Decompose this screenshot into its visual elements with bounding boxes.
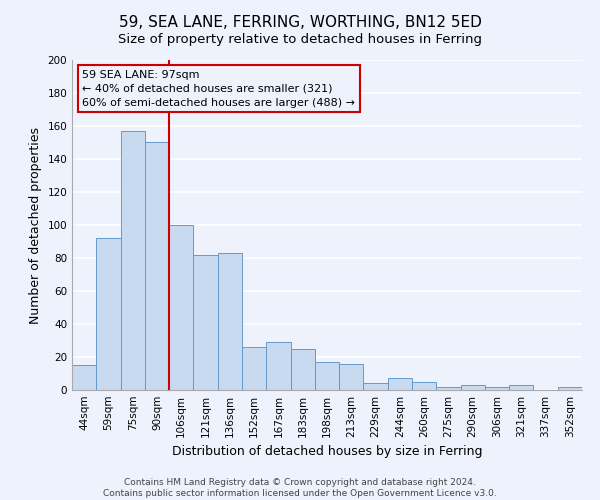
Bar [364,384,388,390]
Bar [388,378,412,390]
Bar [509,385,533,390]
Bar [193,254,218,390]
Text: Contains HM Land Registry data © Crown copyright and database right 2024.
Contai: Contains HM Land Registry data © Crown c… [103,478,497,498]
Bar [315,362,339,390]
Bar [412,382,436,390]
Text: 59 SEA LANE: 97sqm
← 40% of detached houses are smaller (321)
60% of semi-detach: 59 SEA LANE: 97sqm ← 40% of detached hou… [82,70,355,108]
Bar [72,365,96,390]
Bar [242,347,266,390]
Bar [485,386,509,390]
X-axis label: Distribution of detached houses by size in Ferring: Distribution of detached houses by size … [172,446,482,458]
Bar [558,386,582,390]
Text: 59, SEA LANE, FERRING, WORTHING, BN12 5ED: 59, SEA LANE, FERRING, WORTHING, BN12 5E… [119,15,481,30]
Bar [339,364,364,390]
Bar [218,253,242,390]
Bar [436,386,461,390]
Bar [266,342,290,390]
Bar [145,142,169,390]
Bar [121,131,145,390]
Bar [461,385,485,390]
Bar [96,238,121,390]
Bar [169,225,193,390]
Text: Size of property relative to detached houses in Ferring: Size of property relative to detached ho… [118,32,482,46]
Bar [290,349,315,390]
Y-axis label: Number of detached properties: Number of detached properties [29,126,42,324]
